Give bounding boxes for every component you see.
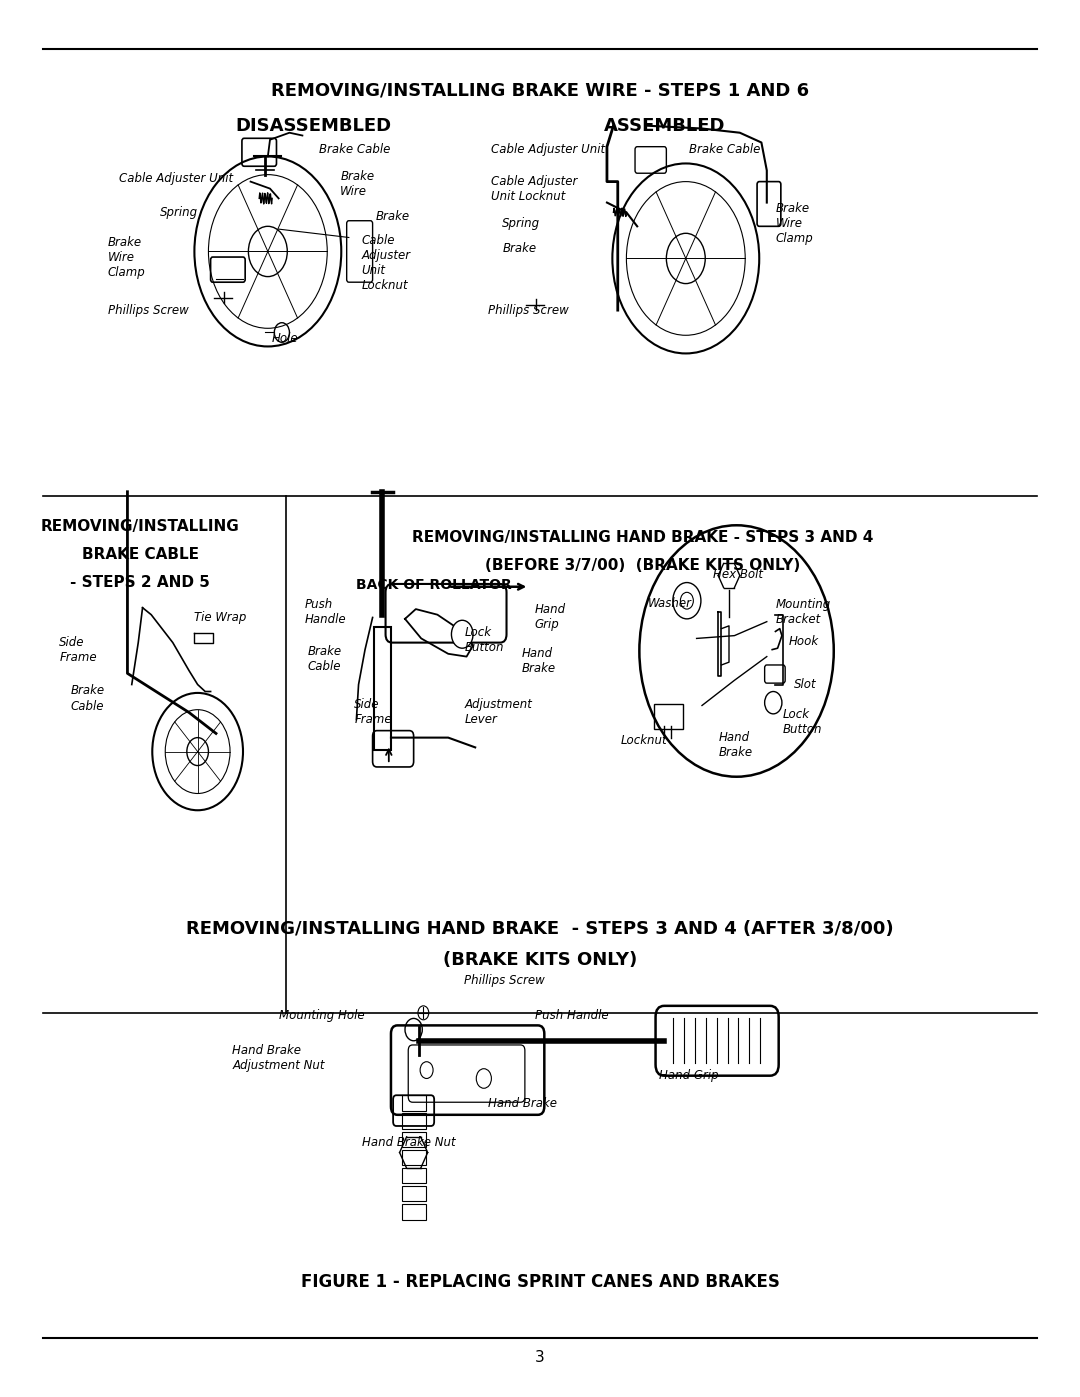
Circle shape xyxy=(765,692,782,714)
Text: Push
Handle: Push Handle xyxy=(305,598,347,626)
Text: Side
Frame: Side Frame xyxy=(354,698,392,726)
Text: REMOVING/INSTALLING: REMOVING/INSTALLING xyxy=(41,520,240,534)
Text: Brake: Brake xyxy=(376,210,410,224)
Text: BACK OF ROLLATOR: BACK OF ROLLATOR xyxy=(356,578,512,592)
Text: (BRAKE KITS ONLY): (BRAKE KITS ONLY) xyxy=(443,951,637,968)
Text: REMOVING/INSTALLING HAND BRAKE - STEPS 3 AND 4: REMOVING/INSTALLING HAND BRAKE - STEPS 3… xyxy=(411,531,874,545)
Text: Side
Frame: Side Frame xyxy=(59,636,97,664)
Text: Brake Cable: Brake Cable xyxy=(689,142,760,156)
Text: Washer: Washer xyxy=(648,597,692,610)
Text: Brake
Wire
Clamp: Brake Wire Clamp xyxy=(108,236,146,278)
Text: Locknut: Locknut xyxy=(621,733,667,747)
Text: Mounting
Bracket: Mounting Bracket xyxy=(775,598,831,626)
Text: Mounting Hole: Mounting Hole xyxy=(279,1009,364,1023)
Text: Brake
Wire
Clamp: Brake Wire Clamp xyxy=(775,203,813,244)
Text: REMOVING/INSTALLING BRAKE WIRE - STEPS 1 AND 6: REMOVING/INSTALLING BRAKE WIRE - STEPS 1… xyxy=(271,82,809,99)
Text: REMOVING/INSTALLING HAND BRAKE  - STEPS 3 AND 4 (AFTER 3/8/00): REMOVING/INSTALLING HAND BRAKE - STEPS 3… xyxy=(186,921,894,937)
Text: Cable Adjuster Unit: Cable Adjuster Unit xyxy=(491,142,606,156)
Text: Hex Bolt: Hex Bolt xyxy=(713,567,762,581)
Text: Brake
Wire: Brake Wire xyxy=(340,170,375,198)
Text: Phillips Screw: Phillips Screw xyxy=(464,974,545,988)
Text: 3: 3 xyxy=(535,1351,545,1365)
Text: Brake Cable: Brake Cable xyxy=(319,142,390,156)
Text: Hand Grip: Hand Grip xyxy=(659,1069,718,1083)
Text: Cable Adjuster Unit: Cable Adjuster Unit xyxy=(119,172,233,186)
Text: Push Handle: Push Handle xyxy=(535,1009,608,1023)
Text: Hand
Grip: Hand Grip xyxy=(535,604,566,631)
Text: Hand
Brake: Hand Brake xyxy=(718,731,753,759)
Text: Phillips Screw: Phillips Screw xyxy=(488,303,569,317)
Text: Hand Brake: Hand Brake xyxy=(488,1097,557,1111)
Text: BRAKE CABLE: BRAKE CABLE xyxy=(82,548,199,562)
Text: - STEPS 2 AND 5: - STEPS 2 AND 5 xyxy=(70,576,211,590)
Text: Hand Brake Nut: Hand Brake Nut xyxy=(362,1136,456,1150)
Text: Brake
Cable: Brake Cable xyxy=(70,685,105,712)
Text: Spring: Spring xyxy=(160,205,198,219)
Text: Cable Adjuster
Unit Locknut: Cable Adjuster Unit Locknut xyxy=(491,175,578,203)
Text: Adjustment
Lever: Adjustment Lever xyxy=(464,698,532,726)
Circle shape xyxy=(451,620,473,648)
Text: Lock
Button: Lock Button xyxy=(783,708,823,736)
Text: Brake
Cable: Brake Cable xyxy=(308,645,342,673)
Text: Lock
Button: Lock Button xyxy=(464,626,504,654)
Text: (BEFORE 3/7/00)  (BRAKE KITS ONLY): (BEFORE 3/7/00) (BRAKE KITS ONLY) xyxy=(485,559,800,573)
Text: Hook: Hook xyxy=(788,634,819,648)
Text: Hole: Hole xyxy=(272,331,299,345)
Text: Hand Brake
Adjustment Nut: Hand Brake Adjustment Nut xyxy=(232,1044,325,1071)
Text: Cable
Adjuster
Unit
Locknut: Cable Adjuster Unit Locknut xyxy=(362,233,410,292)
Text: Slot: Slot xyxy=(794,678,816,692)
Text: FIGURE 1 - REPLACING SPRINT CANES AND BRAKES: FIGURE 1 - REPLACING SPRINT CANES AND BR… xyxy=(300,1274,780,1291)
Text: Hand
Brake: Hand Brake xyxy=(522,647,556,675)
Text: ASSEMBLED: ASSEMBLED xyxy=(604,117,725,134)
Text: Phillips Screw: Phillips Screw xyxy=(108,303,189,317)
Text: Tie Wrap: Tie Wrap xyxy=(194,610,246,624)
Text: DISASSEMBLED: DISASSEMBLED xyxy=(235,117,391,134)
Text: Brake: Brake xyxy=(502,242,537,256)
Text: Spring: Spring xyxy=(502,217,540,231)
